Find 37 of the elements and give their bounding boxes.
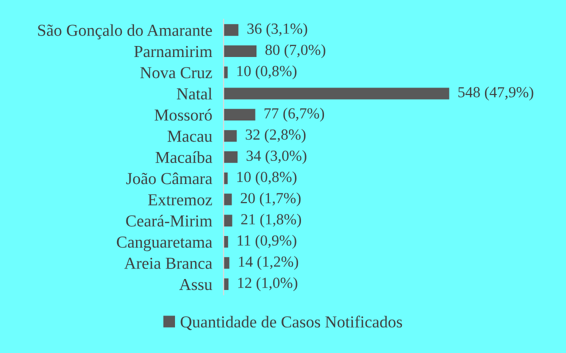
y-tick-label: São Gonçalo do Amarante bbox=[38, 24, 212, 40]
data-label: 32 (2,8%) bbox=[246, 128, 306, 143]
y-tick-label: Mossoró bbox=[154, 108, 212, 121]
data-label: 14 (1,2%) bbox=[239, 256, 298, 270]
data-label: 11 (0,9%) bbox=[238, 234, 296, 249]
data-label: 77 (6,7%) bbox=[264, 108, 324, 122]
data-label: 10 (0,8%) bbox=[237, 171, 296, 186]
bar bbox=[224, 257, 230, 269]
data-label: 548 (47,9%) bbox=[458, 86, 534, 100]
data-label: 21 (1,8%) bbox=[241, 214, 301, 228]
y-tick-label: Macaíba bbox=[156, 151, 212, 164]
bar bbox=[224, 24, 238, 36]
y-tick-label: João Câmara bbox=[126, 172, 212, 184]
data-label: 36 (3,1%) bbox=[247, 23, 308, 37]
y-tick-label: Ceará-Mirim bbox=[126, 214, 212, 227]
y-tick-label: Assu bbox=[179, 278, 212, 290]
bar bbox=[224, 130, 237, 142]
data-label: 20 (1,7%) bbox=[240, 192, 301, 206]
data-label: 80 (7,0%) bbox=[265, 44, 326, 58]
y-tick-label: Macau bbox=[168, 130, 212, 142]
data-label: 34 (3,0%) bbox=[246, 150, 306, 164]
bar bbox=[224, 151, 238, 163]
y-tick-label: Extremoz bbox=[148, 194, 212, 206]
bar bbox=[224, 194, 232, 206]
y-tick-label: Nova Cruz bbox=[140, 67, 212, 78]
legend-label: Quantidade de Casos Notificados bbox=[180, 316, 402, 330]
bar bbox=[224, 88, 450, 100]
y-tick-label: Natal bbox=[176, 88, 212, 100]
bar bbox=[224, 214, 232, 226]
data-label: 10 (0,8%) bbox=[237, 65, 296, 80]
bar bbox=[224, 108, 256, 121]
y-tick-label: Parnamirim bbox=[134, 46, 212, 58]
bar bbox=[224, 45, 257, 58]
y-tick-label: Areia Branca bbox=[124, 258, 212, 269]
data-label: 12 (1,0%) bbox=[238, 277, 298, 292]
y-tick-label: Canguaretama bbox=[116, 236, 212, 252]
bar bbox=[224, 278, 229, 290]
